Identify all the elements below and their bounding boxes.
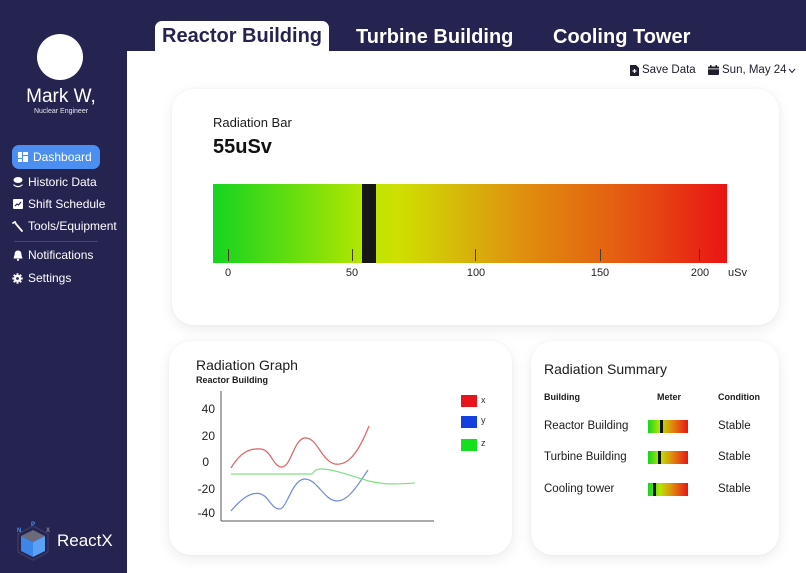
database-icon xyxy=(12,176,23,188)
sidebar-item-tools-equipment[interactable]: Tools/Equipment xyxy=(12,216,117,236)
brand-logo: P N X ReactX xyxy=(14,520,113,562)
mini-meter xyxy=(648,451,688,464)
building-name: Cooling tower xyxy=(544,483,615,495)
gear-icon xyxy=(12,272,23,284)
chart-icon xyxy=(12,199,23,210)
y-tick-label: 0 xyxy=(202,455,209,469)
condition-status: Stable xyxy=(718,483,751,495)
save-data-label: Save Data xyxy=(642,64,696,76)
series-y-line xyxy=(230,469,369,512)
tick-mark xyxy=(600,249,601,261)
dashboard-icon xyxy=(17,152,28,163)
radiation-gradient-bar xyxy=(213,184,727,263)
sidebar-item-label: Shift Schedule xyxy=(28,197,106,211)
tab-reactor-building[interactable]: Reactor Building xyxy=(155,21,330,52)
tick-label: 0 xyxy=(224,267,232,279)
sidebar-item-settings[interactable]: Settings xyxy=(12,268,71,288)
mini-meter xyxy=(648,483,688,496)
column-header-building: Building xyxy=(544,392,580,402)
series-z-line xyxy=(231,468,416,485)
tick-label: 200 xyxy=(690,267,710,279)
series-x-line xyxy=(230,425,370,469)
column-header-condition: Condition xyxy=(718,392,760,402)
tab-turbine-building[interactable]: Turbine Building xyxy=(356,25,514,48)
nav-divider xyxy=(14,241,98,242)
radiation-graph-card: Radiation Graph Reactor Building 40 20 0… xyxy=(169,341,512,555)
line-chart xyxy=(220,391,434,522)
radiation-summary-card: Radiation Summary Building Meter Conditi… xyxy=(531,341,779,555)
file-save-icon xyxy=(630,64,639,76)
tick-label: 150 xyxy=(590,267,610,279)
tick-mark xyxy=(352,249,353,261)
column-header-meter: Meter xyxy=(657,392,682,402)
condition-status: Stable xyxy=(718,420,751,432)
sidebar-item-dashboard[interactable]: Dashboard xyxy=(12,145,100,169)
sidebar-item-notifications[interactable]: Notifications xyxy=(12,245,93,265)
tick-mark xyxy=(699,249,700,261)
y-tick-label: -20 xyxy=(197,482,215,496)
sidebar-item-label: Settings xyxy=(28,271,72,285)
legend-swatch-y xyxy=(461,416,477,428)
user-role: Nuclear Engineer xyxy=(33,108,89,115)
svg-text:X: X xyxy=(46,528,50,534)
legend-swatch-z xyxy=(461,439,477,451)
radiation-graph-subtitle: Reactor Building xyxy=(196,375,269,385)
radiation-bar-card: Radiation Bar 55uSv 0 50 100 150 200 uSv xyxy=(172,89,779,325)
tick-mark xyxy=(228,249,229,261)
mini-meter-marker xyxy=(658,451,661,464)
y-tick-label: 20 xyxy=(201,429,215,443)
svg-text:P: P xyxy=(31,522,35,528)
wrench-icon xyxy=(12,220,23,232)
sidebar-item-label: Historic Data xyxy=(28,175,97,189)
legend-label-y: y xyxy=(481,415,486,425)
date-picker[interactable]: Sun, May 24 xyxy=(708,64,796,76)
tick-label: 50 xyxy=(345,267,359,279)
tick-label: 100 xyxy=(466,267,486,279)
mini-meter xyxy=(648,420,688,433)
sidebar-item-shift-schedule[interactable]: Shift Schedule xyxy=(12,194,105,214)
chevron-down-icon xyxy=(788,68,795,74)
avatar[interactable] xyxy=(37,34,83,80)
sidebar-item-historic-data[interactable]: Historic Data xyxy=(12,172,97,192)
radiation-summary-title: Radiation Summary xyxy=(544,361,667,377)
tick-mark xyxy=(475,249,476,261)
radiation-graph-title: Radiation Graph xyxy=(196,357,298,373)
calendar-icon xyxy=(708,65,719,75)
save-data-button[interactable]: Save Data xyxy=(630,64,696,76)
unit-label: uSv xyxy=(728,267,747,279)
sidebar-item-label: Notifications xyxy=(28,248,94,262)
mini-meter-marker xyxy=(660,420,663,433)
y-tick-label: -40 xyxy=(197,506,215,520)
building-name: Reactor Building xyxy=(544,420,629,432)
legend-swatch-x xyxy=(461,395,477,407)
legend-label-x: x xyxy=(481,395,486,405)
condition-status: Stable xyxy=(718,451,751,463)
y-tick-label: 40 xyxy=(201,402,215,416)
brand-name: ReactX xyxy=(57,531,113,550)
radiation-bar-title: Radiation Bar xyxy=(213,115,292,130)
mini-meter-marker xyxy=(653,483,656,496)
sidebar-item-label: Dashboard xyxy=(33,150,92,164)
svg-text:N: N xyxy=(17,528,21,534)
sidebar: Mark W, Nuclear Engineer Dashboard Histo… xyxy=(0,0,127,573)
tab-cooling-tower[interactable]: Cooling Tower xyxy=(553,25,691,48)
cube-logo-icon: P N X xyxy=(17,522,50,561)
user-name: Mark W, xyxy=(26,86,96,107)
radiation-level-marker[interactable] xyxy=(362,184,376,263)
date-label: Sun, May 24 xyxy=(722,64,787,76)
sidebar-item-label: Tools/Equipment xyxy=(28,219,117,233)
main-content: Save Data Sun, May 24 Radiation Bar 55uS… xyxy=(127,51,806,573)
radiation-bar-value: 55uSv xyxy=(213,136,272,158)
building-name: Turbine Building xyxy=(544,451,627,463)
legend-label-z: z xyxy=(481,438,486,448)
bell-icon xyxy=(12,250,23,261)
